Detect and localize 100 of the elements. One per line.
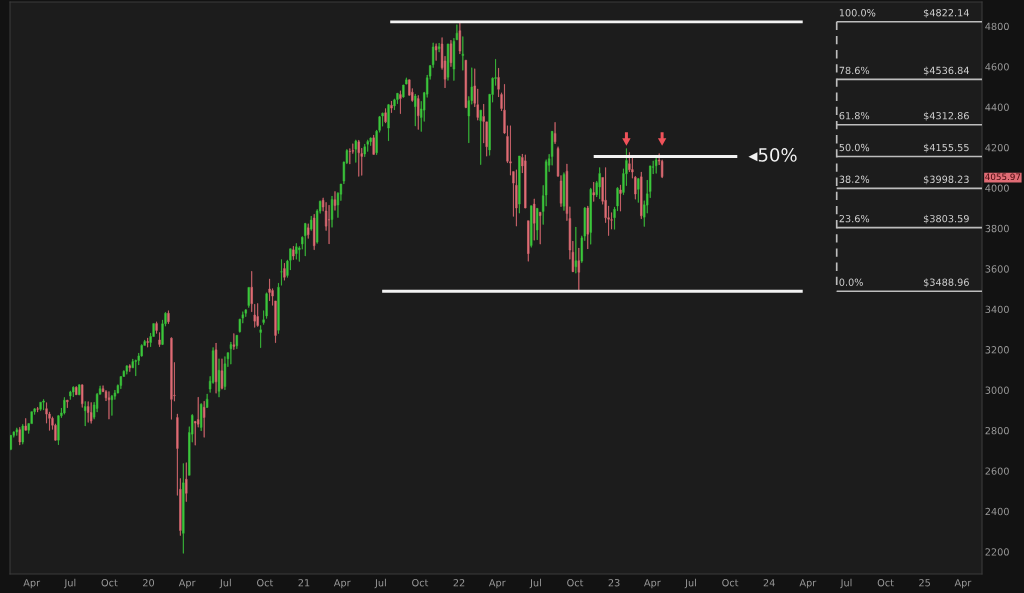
candlestick [155,321,158,334]
y-tick-label: 4000 [985,184,1009,192]
data-label: $4536.84 [923,66,969,76]
candlestick [313,213,316,251]
data-label: $3803.59 [923,214,969,224]
series-label: 100.0% [839,9,876,17]
candlestick [214,342,218,394]
candlestick [354,139,357,163]
candlestick [449,39,453,67]
y-tick-label: 3800 [985,224,1009,233]
candlestick [333,191,337,211]
x-tick-label: Oct [877,579,894,587]
candlestick [637,177,640,203]
candlestick [295,243,298,260]
candlestick [158,332,161,348]
x-tick-label: Jul [684,578,696,589]
y-tick-label: 2400 [985,507,1009,516]
candlestick [203,400,206,438]
y-tick-label: 3600 [985,265,1009,273]
candlestick [307,223,310,239]
y-tick-label: 4055.97 [985,173,1021,181]
candlestick [458,22,462,55]
candlestick [256,303,259,327]
x-tick-label: 24 [763,579,775,587]
series-label: 61.8% [839,112,870,120]
candlestick [574,226,577,274]
data-label: $3488.96 [923,278,969,288]
candlestick [390,100,393,114]
candlestick [229,341,233,365]
series-label: 0.0% [839,278,863,286]
x-tick-label: Jul [529,578,541,589]
x-tick-label: Apr [954,579,972,589]
x-tick-label: Apr [178,579,196,589]
candlestick [283,262,286,281]
candlestick [464,59,467,109]
candlestick [527,220,530,262]
candlestick [185,462,188,502]
candlestick [387,103,390,142]
candlestick [589,187,592,245]
data-label: $4312.86 [923,111,969,121]
candlestick [330,195,334,228]
x-tick-label: Jul [840,578,852,589]
y-tick-label: 4200 [985,144,1009,152]
candlestick [39,401,42,411]
candlestick [461,36,464,71]
candlestick [530,205,533,248]
candlestick [598,167,601,200]
x-tick-label: Apr [333,579,351,589]
series-label: 38.2% [839,175,870,183]
candlestick [533,198,536,241]
data-label: $4155.55 [923,143,969,153]
x-tick-label: Oct [412,579,429,587]
candlestick [18,426,21,446]
candlestick [479,109,482,166]
x-tick-label: Jul [219,578,231,589]
x-tick-label: Oct [567,579,584,587]
candlestick [232,333,235,350]
candlestick [619,184,622,212]
x-tick-label: Oct [257,579,274,587]
candlestick [268,278,271,302]
candlestick [437,42,441,53]
candlestick [417,95,420,130]
x-tick-label: 25 [919,579,930,587]
candlestick [15,427,18,436]
candlestick [107,391,111,420]
data-label: $4822.14 [923,8,969,18]
candlestick [206,393,209,408]
candlestick [259,325,262,349]
candlestick [253,303,256,328]
candlestick [372,134,375,155]
series-label: 78.6% [839,66,870,75]
data-label: $3998.23 [923,175,969,185]
x-tick-label: Jul [63,578,76,589]
candlestick [655,154,658,174]
candlestick [292,245,295,261]
x-tick-label: 22 [453,579,465,587]
candlestick [304,222,307,257]
candlestick [357,139,360,177]
candlestick [63,397,66,415]
x-tick-label: Apr [644,579,661,589]
candlestick [310,215,313,231]
candlestick [553,121,557,145]
candlestick [75,386,78,396]
series-label: ◂50% [748,148,797,162]
candlestick [69,390,72,400]
y-tick-label: 3000 [985,386,1009,394]
candlestick [217,358,221,398]
candlestick [518,155,521,214]
x-tick-label: Apr [488,579,506,589]
candlestick [562,172,566,211]
candlestick [384,108,387,124]
candlestick [363,143,366,158]
candlestick [536,207,539,241]
x-tick-label: Apr [23,579,41,589]
x-tick-label: 21 [298,579,310,587]
y-tick-label: 4400 [985,103,1009,111]
candlestick [90,402,93,424]
candlestick [280,259,283,286]
candlestick [247,286,250,308]
x-tick-label: Oct [722,579,739,587]
